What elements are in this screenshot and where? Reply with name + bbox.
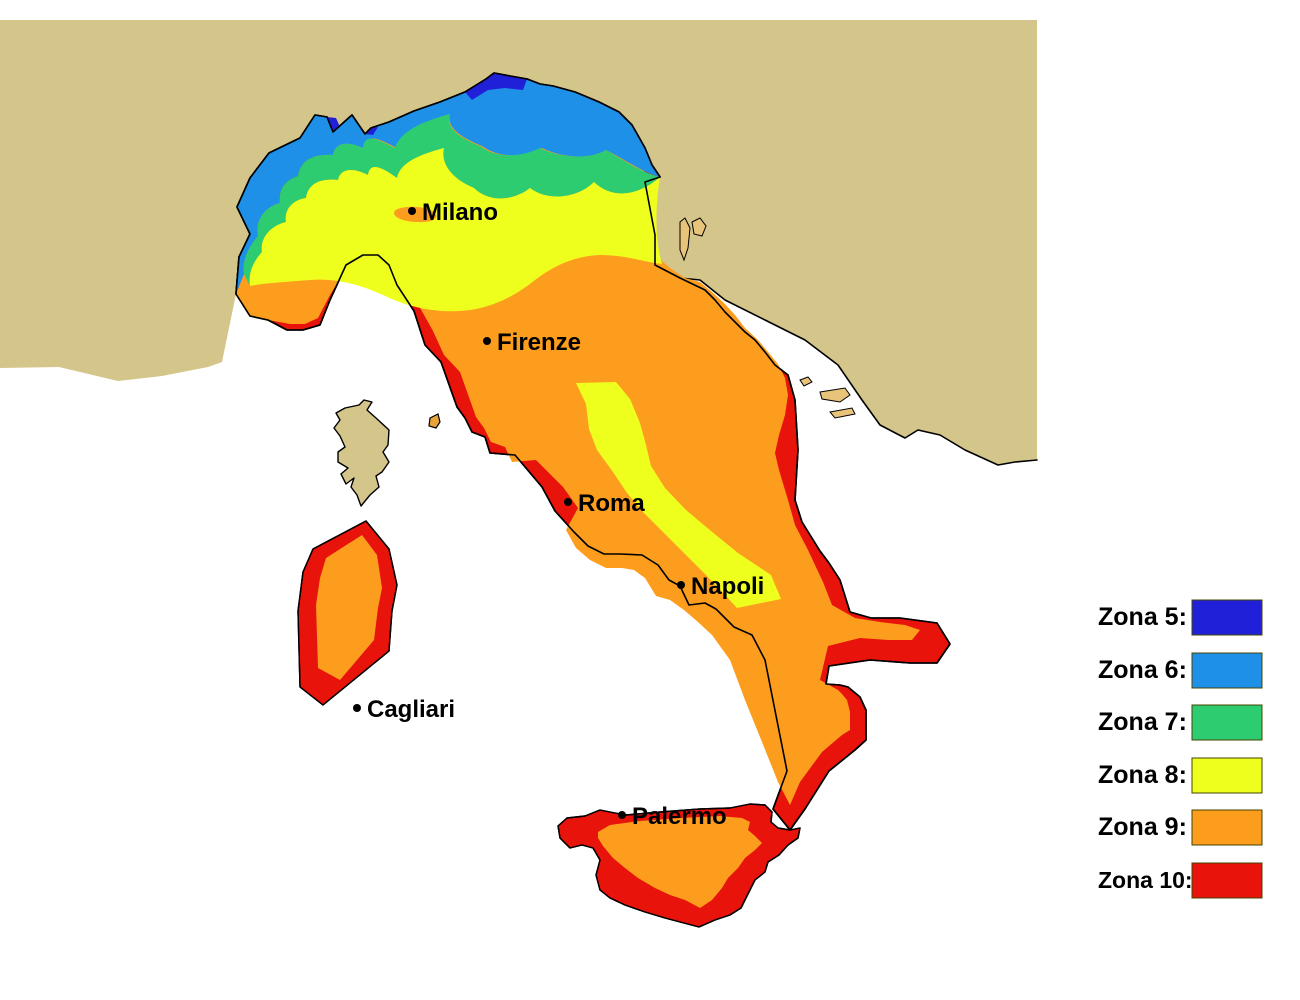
svg-text:Zona 9:: Zona 9: [1098, 813, 1187, 841]
svg-text:Zona 5:: Zona 5: [1098, 603, 1187, 631]
svg-text:Napoli: Napoli [691, 573, 764, 600]
svg-text:Milano: Milano [422, 199, 498, 226]
svg-text:Zona 7:: Zona 7: [1098, 708, 1187, 736]
svg-text:Palermo: Palermo [632, 803, 727, 830]
svg-text:Cagliari: Cagliari [367, 696, 455, 723]
svg-text:Roma: Roma [578, 490, 645, 517]
svg-text:Zona 8:: Zona 8: [1098, 761, 1187, 789]
svg-text:Firenze: Firenze [497, 329, 581, 356]
svg-text:Zona 10:: Zona 10: [1098, 867, 1193, 893]
svg-text:Zona 6:: Zona 6: [1098, 656, 1187, 684]
